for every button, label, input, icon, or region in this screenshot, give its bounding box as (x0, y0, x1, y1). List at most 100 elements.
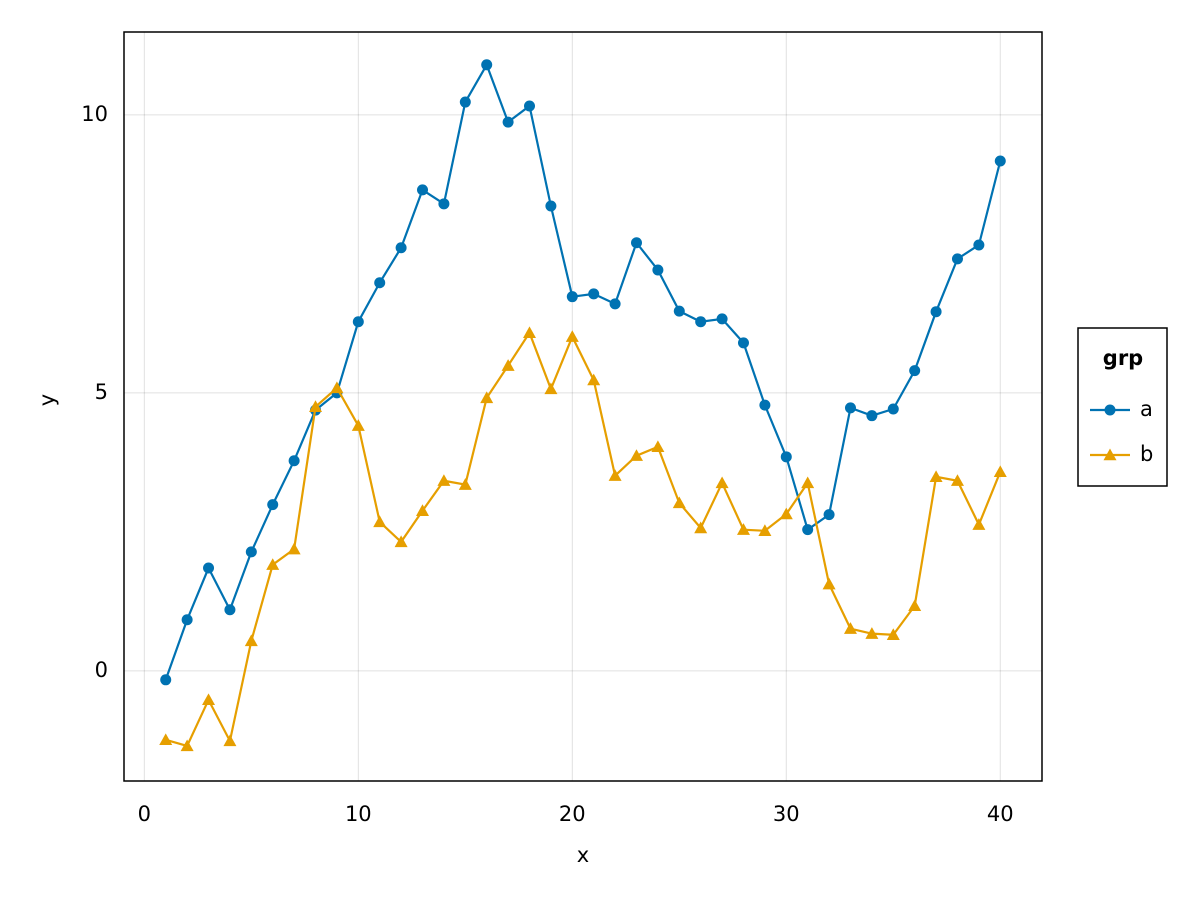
marker (694, 521, 708, 534)
marker (866, 410, 878, 422)
marker (759, 399, 771, 411)
x-axis-label: x (577, 843, 589, 867)
marker (244, 634, 258, 647)
marker (630, 237, 642, 249)
marker (180, 739, 194, 752)
marker (181, 614, 193, 626)
marker (438, 198, 450, 210)
marker (159, 733, 173, 746)
marker (780, 451, 792, 463)
marker (373, 515, 387, 528)
marker (758, 524, 772, 536)
series-line (165, 330, 1002, 748)
marker (480, 391, 494, 404)
marker (588, 288, 600, 300)
marker (951, 253, 963, 265)
marker (651, 440, 665, 453)
marker (652, 264, 664, 276)
marker (736, 523, 750, 535)
marker (929, 470, 943, 483)
marker (737, 337, 749, 349)
marker (887, 403, 899, 415)
x-tick-label: 10 (345, 802, 372, 826)
marker (672, 496, 686, 509)
marker (245, 546, 257, 558)
legend-label: a (1140, 397, 1153, 421)
marker (930, 306, 942, 318)
marker (566, 291, 578, 303)
marker (351, 419, 365, 431)
marker (843, 622, 857, 634)
marker (823, 509, 835, 521)
marker (223, 734, 237, 747)
marker (972, 518, 986, 530)
marker (266, 558, 280, 570)
marker (673, 305, 685, 317)
marker (908, 599, 922, 612)
marker (779, 507, 793, 520)
marker (416, 504, 430, 516)
marker (160, 674, 172, 686)
legend: ab (1090, 397, 1153, 466)
y-tick-label: 5 (95, 380, 108, 404)
marker (459, 96, 471, 108)
plot (159, 59, 1007, 752)
marker (822, 577, 836, 590)
legend-title: grp (1103, 346, 1143, 370)
legend-marker (1103, 448, 1117, 461)
marker (202, 693, 216, 706)
marker (865, 627, 879, 639)
series-line (164, 62, 1002, 681)
marker (524, 100, 536, 112)
marker (523, 326, 537, 339)
marker (224, 604, 236, 616)
marker (544, 382, 558, 395)
marker (309, 400, 323, 412)
y-axis-label: y (35, 394, 59, 406)
legend-marker (1104, 404, 1116, 416)
marker (352, 316, 364, 328)
marker (909, 365, 921, 377)
y-tick-label: 0 (95, 658, 108, 682)
marker (695, 316, 707, 328)
marker (417, 184, 429, 196)
marker (608, 469, 622, 481)
marker (587, 373, 601, 386)
marker (802, 524, 814, 536)
marker (716, 313, 728, 325)
marker (437, 474, 451, 486)
x-tick-label: 0 (138, 802, 151, 826)
marker (993, 465, 1007, 478)
marker (950, 474, 964, 486)
legend-label: b (1140, 442, 1153, 466)
marker (481, 59, 493, 71)
x-tick-label: 20 (559, 802, 586, 826)
marker (288, 455, 300, 467)
y-tick-label: 10 (81, 102, 108, 126)
marker (394, 535, 408, 548)
plot-frame (123, 31, 1043, 782)
marker (395, 242, 407, 254)
marker (715, 476, 729, 489)
marker (844, 402, 856, 414)
marker (458, 478, 472, 490)
marker (330, 381, 344, 394)
marker (203, 562, 215, 574)
marker (973, 239, 985, 251)
legend-box (1077, 327, 1168, 487)
marker (886, 628, 900, 640)
marker (565, 330, 579, 342)
marker (545, 200, 557, 212)
marker (609, 298, 621, 310)
marker (994, 155, 1006, 167)
marker (801, 476, 815, 489)
x-tick-label: 30 (773, 802, 800, 826)
x-tick-label: 40 (987, 802, 1014, 826)
marker (502, 116, 514, 128)
marker (501, 359, 515, 371)
marker (374, 277, 386, 289)
marker (287, 542, 301, 555)
marker (629, 449, 643, 461)
